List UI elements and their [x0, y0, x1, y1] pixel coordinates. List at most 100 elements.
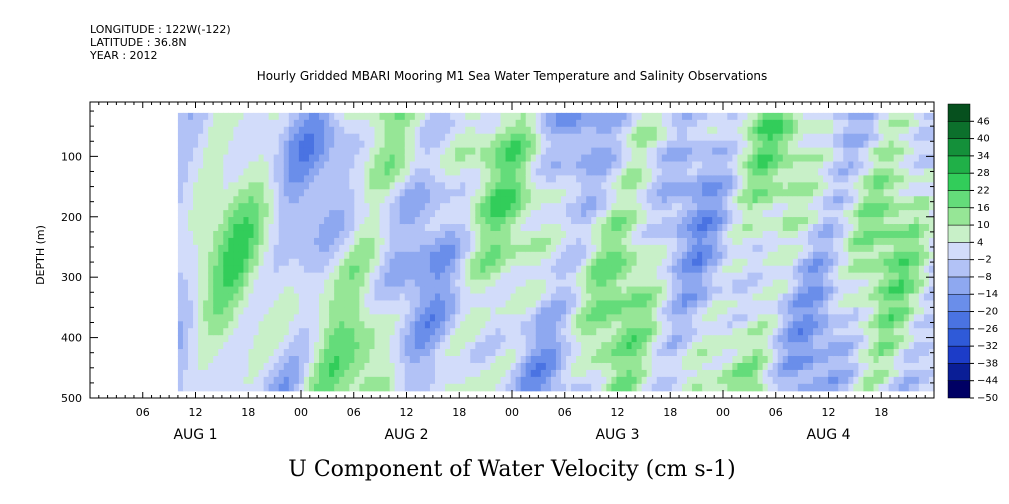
heatmap-cell [727, 258, 733, 267]
heatmap-cell [485, 383, 492, 392]
heatmap-cell [193, 210, 199, 218]
heatmap-cell [495, 168, 502, 176]
heatmap-cell [344, 369, 350, 378]
heatmap-cell [762, 126, 769, 135]
heatmap-cell [258, 286, 265, 295]
heatmap-cell [646, 230, 653, 239]
heatmap-cell [687, 112, 693, 121]
heatmap-cell [797, 272, 804, 281]
heatmap-cell [742, 119, 749, 128]
heatmap-cell [732, 217, 739, 225]
heatmap-cell [692, 230, 698, 239]
heatmap-cell [384, 230, 391, 239]
heatmap-cell [550, 182, 557, 190]
heatmap-cell [349, 112, 355, 121]
heatmap-cell [586, 182, 592, 190]
heatmap-cell [434, 293, 441, 302]
heatmap-cell [334, 258, 340, 267]
heatmap-cell [419, 224, 426, 232]
heatmap-cell [631, 189, 638, 197]
heatmap-cell [339, 335, 345, 343]
heatmap-cell [540, 342, 547, 350]
heatmap-cell [535, 237, 542, 246]
heatmap-cell [399, 237, 406, 246]
heatmap-cell [208, 203, 214, 211]
heatmap-cell [747, 376, 754, 385]
heatmap-cell [334, 140, 340, 149]
heatmap-cell [182, 369, 189, 378]
heatmap-cell [440, 328, 446, 336]
heatmap-cell [374, 196, 381, 204]
heatmap-cell [742, 349, 749, 357]
heatmap-cell [611, 265, 618, 274]
heatmap-cell [752, 119, 759, 128]
heatmap-cell [455, 161, 461, 170]
heatmap-cell [298, 196, 305, 204]
heatmap-cell [384, 154, 391, 163]
heatmap-cell [434, 307, 441, 315]
heatmap-cell [419, 356, 426, 364]
heatmap-cell [717, 175, 723, 183]
heatmap-cell [515, 335, 522, 343]
heatmap-cell [505, 189, 512, 197]
heatmap-cell [576, 217, 582, 225]
heatmap-cell [208, 154, 214, 163]
heatmap-cell [182, 356, 189, 364]
heatmap-cell [641, 189, 648, 197]
heatmap-cell [636, 230, 643, 239]
heatmap-cell [228, 210, 234, 218]
heatmap-cell [344, 293, 350, 302]
heatmap-cell [329, 356, 335, 364]
heatmap-cell [752, 251, 759, 260]
heatmap-cell [656, 286, 663, 295]
heatmap-cell [349, 383, 355, 392]
heatmap-cell [243, 272, 250, 281]
heatmap-cell [767, 161, 774, 170]
heatmap-cell [571, 154, 577, 163]
heatmap-cell [535, 244, 542, 253]
heatmap-cell [500, 161, 507, 170]
heatmap-cell [404, 314, 411, 322]
heatmap-cell [787, 168, 794, 176]
heatmap-cell [429, 349, 436, 357]
heatmap-cell [586, 237, 592, 246]
heatmap-cell [641, 112, 648, 121]
heatmap-cell [465, 244, 471, 253]
heatmap-cell [334, 244, 340, 253]
heatmap-cell [319, 251, 325, 260]
heatmap-cell [233, 237, 240, 246]
heatmap-cell [273, 349, 280, 357]
heatmap-cell [661, 362, 668, 371]
heatmap-cell [641, 369, 648, 378]
heatmap-cell [349, 237, 355, 246]
heatmap-cell [354, 369, 360, 378]
heatmap-cell [303, 328, 310, 336]
heatmap-cell [777, 230, 784, 239]
heatmap-cell [515, 224, 522, 232]
heatmap-cell [495, 300, 502, 308]
heatmap-cell [717, 133, 723, 142]
heatmap-cell [293, 210, 300, 218]
heatmap-cell [757, 126, 764, 135]
heatmap-cell [586, 161, 592, 170]
heatmap-cell [258, 230, 265, 239]
heatmap-cell [314, 369, 320, 378]
heatmap-cell [722, 189, 728, 197]
heatmap-cell [596, 196, 602, 204]
heatmap-cell [419, 140, 426, 149]
heatmap-cell [293, 279, 300, 288]
heatmap-cell [661, 217, 668, 225]
heatmap-cell [621, 189, 628, 197]
heatmap-cell [586, 133, 592, 142]
heatmap-cell [409, 140, 416, 149]
heatmap-cell [475, 369, 481, 378]
heatmap-cell [440, 293, 446, 302]
heatmap-cell [566, 314, 572, 322]
heatmap-cell [379, 279, 386, 288]
heatmap-cell [777, 161, 784, 170]
heatmap-cell [802, 300, 809, 308]
heatmap-cell [465, 126, 471, 135]
heatmap-cell [762, 328, 769, 336]
heatmap-cell [560, 147, 567, 156]
heatmap-cell [510, 203, 517, 211]
